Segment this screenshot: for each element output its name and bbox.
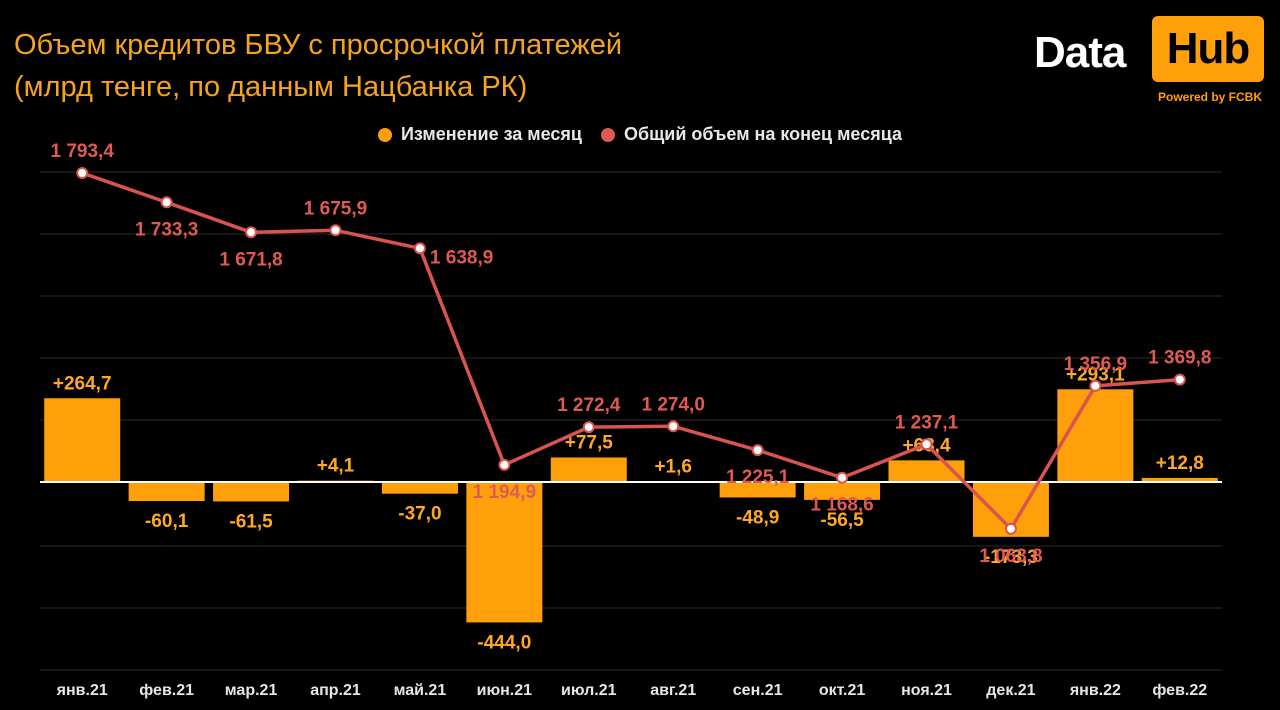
bar-13 xyxy=(1141,477,1218,482)
x-tick-label-2: мар.21 xyxy=(225,682,278,699)
line-label-2: 1 671,8 xyxy=(219,249,282,270)
line-label-10: 1 237,1 xyxy=(895,412,959,433)
bar-label-6: +77,5 xyxy=(565,432,614,453)
line-point-7 xyxy=(667,420,680,433)
bar-0 xyxy=(44,398,121,482)
line-label-9: 1 168,6 xyxy=(810,495,873,516)
legend-item-total-volume: Общий объем на конец месяца xyxy=(600,124,903,145)
x-tick-label-10: ноя.21 xyxy=(901,682,952,699)
datahub-logo: Data Hub Powered by FCBK xyxy=(1034,14,1264,106)
line-point-11 xyxy=(1004,522,1017,535)
line-label-7: 1 274,0 xyxy=(642,394,705,415)
legend-dot-bar xyxy=(377,127,392,142)
legend-item-monthly-change: Изменение за месяц xyxy=(377,124,582,145)
bar-12 xyxy=(1057,389,1134,482)
bar-4 xyxy=(381,482,458,494)
line-label-0: 1 793,4 xyxy=(51,141,115,162)
bar-9 xyxy=(804,482,881,500)
line-point-6 xyxy=(582,421,595,434)
line-point-0 xyxy=(76,167,89,179)
x-tick-label-3: апр.21 xyxy=(310,682,361,699)
line-label-11: 1 063,8 xyxy=(979,546,1042,567)
logo-word-data: Data xyxy=(1034,28,1126,77)
logo-word-hub: Hub xyxy=(1152,16,1264,82)
line-label-1: 1 733,3 xyxy=(135,219,198,240)
line-point-9 xyxy=(836,471,849,484)
bar-label-7: +1,6 xyxy=(654,456,692,477)
bar-label-5: -444,0 xyxy=(477,632,531,653)
x-tick-label-5: июн.21 xyxy=(477,682,533,699)
line-point-2 xyxy=(245,226,258,239)
line-point-10 xyxy=(920,438,933,451)
bar-label-12: +293,1 xyxy=(1066,364,1125,385)
bar-8 xyxy=(719,482,796,498)
bar-label-11: -173,3 xyxy=(984,547,1038,568)
line-label-13: 1 369,8 xyxy=(1148,348,1211,369)
line-point-4 xyxy=(413,242,426,255)
legend-dot-line xyxy=(600,127,615,142)
x-tick-label-13: фев.22 xyxy=(1152,682,1207,699)
legend-label-total-volume: Общий объем на конец месяца xyxy=(623,124,903,144)
chart-title-line1: Объем кредитов БВУ с просрочкой платежей xyxy=(14,29,623,61)
bar-5 xyxy=(466,482,543,623)
x-tick-label-4: май.21 xyxy=(394,682,447,699)
bar-label-3: +4,1 xyxy=(317,456,355,477)
x-tick-label-8: сен.21 xyxy=(733,682,783,699)
x-tick-label-12: янв.22 xyxy=(1069,682,1121,699)
bar-6 xyxy=(550,457,627,482)
line-label-12: 1 356,9 xyxy=(1064,354,1127,375)
line-series xyxy=(81,171,1180,531)
line-point-12 xyxy=(1089,379,1102,392)
chart-title: Объем кредитов БВУ с просрочкой платежей… xyxy=(14,24,622,108)
line-label-4: 1 638,9 xyxy=(430,247,493,268)
x-tick-label-1: фев.21 xyxy=(139,682,194,699)
line-point-13 xyxy=(1173,373,1186,386)
x-tick-label-6: июл.21 xyxy=(561,682,617,699)
logo-powered-by: Powered by FCBK xyxy=(1157,90,1262,104)
bar-2 xyxy=(213,482,290,502)
bar-label-1: -60,1 xyxy=(145,511,189,532)
bar-label-2: -61,5 xyxy=(229,511,273,532)
x-tick-label-11: дек.21 xyxy=(986,682,1035,699)
line-label-8: 1 225,1 xyxy=(726,467,790,488)
line-label-3: 1 675,9 xyxy=(304,198,367,219)
line-point-3 xyxy=(329,224,342,237)
line-point-1 xyxy=(160,196,173,209)
line-label-6: 1 272,4 xyxy=(557,395,621,416)
bar-label-0: +264,7 xyxy=(53,373,112,394)
line-label-5: 1 194,9 xyxy=(473,482,536,503)
legend-label-monthly-change: Изменение за месяц xyxy=(400,124,582,144)
bar-label-9: -56,5 xyxy=(820,510,864,531)
line-point-8 xyxy=(751,444,764,457)
x-tick-label-7: авг.21 xyxy=(650,682,696,699)
x-tick-label-9: окт.21 xyxy=(819,682,866,699)
chart-legend: Изменение за месяц Общий объем на конец … xyxy=(0,124,1280,147)
line-point-5 xyxy=(498,458,511,471)
bar-label-8: -48,9 xyxy=(736,507,779,528)
x-tick-label-0: янв.21 xyxy=(56,682,108,699)
chart-title-line2: (млрд тенге, по данным Нацбанка РК) xyxy=(14,71,528,103)
bar-1 xyxy=(128,482,205,502)
bar-label-13: +12,8 xyxy=(1156,453,1204,474)
bar-label-4: -37,0 xyxy=(398,504,441,525)
